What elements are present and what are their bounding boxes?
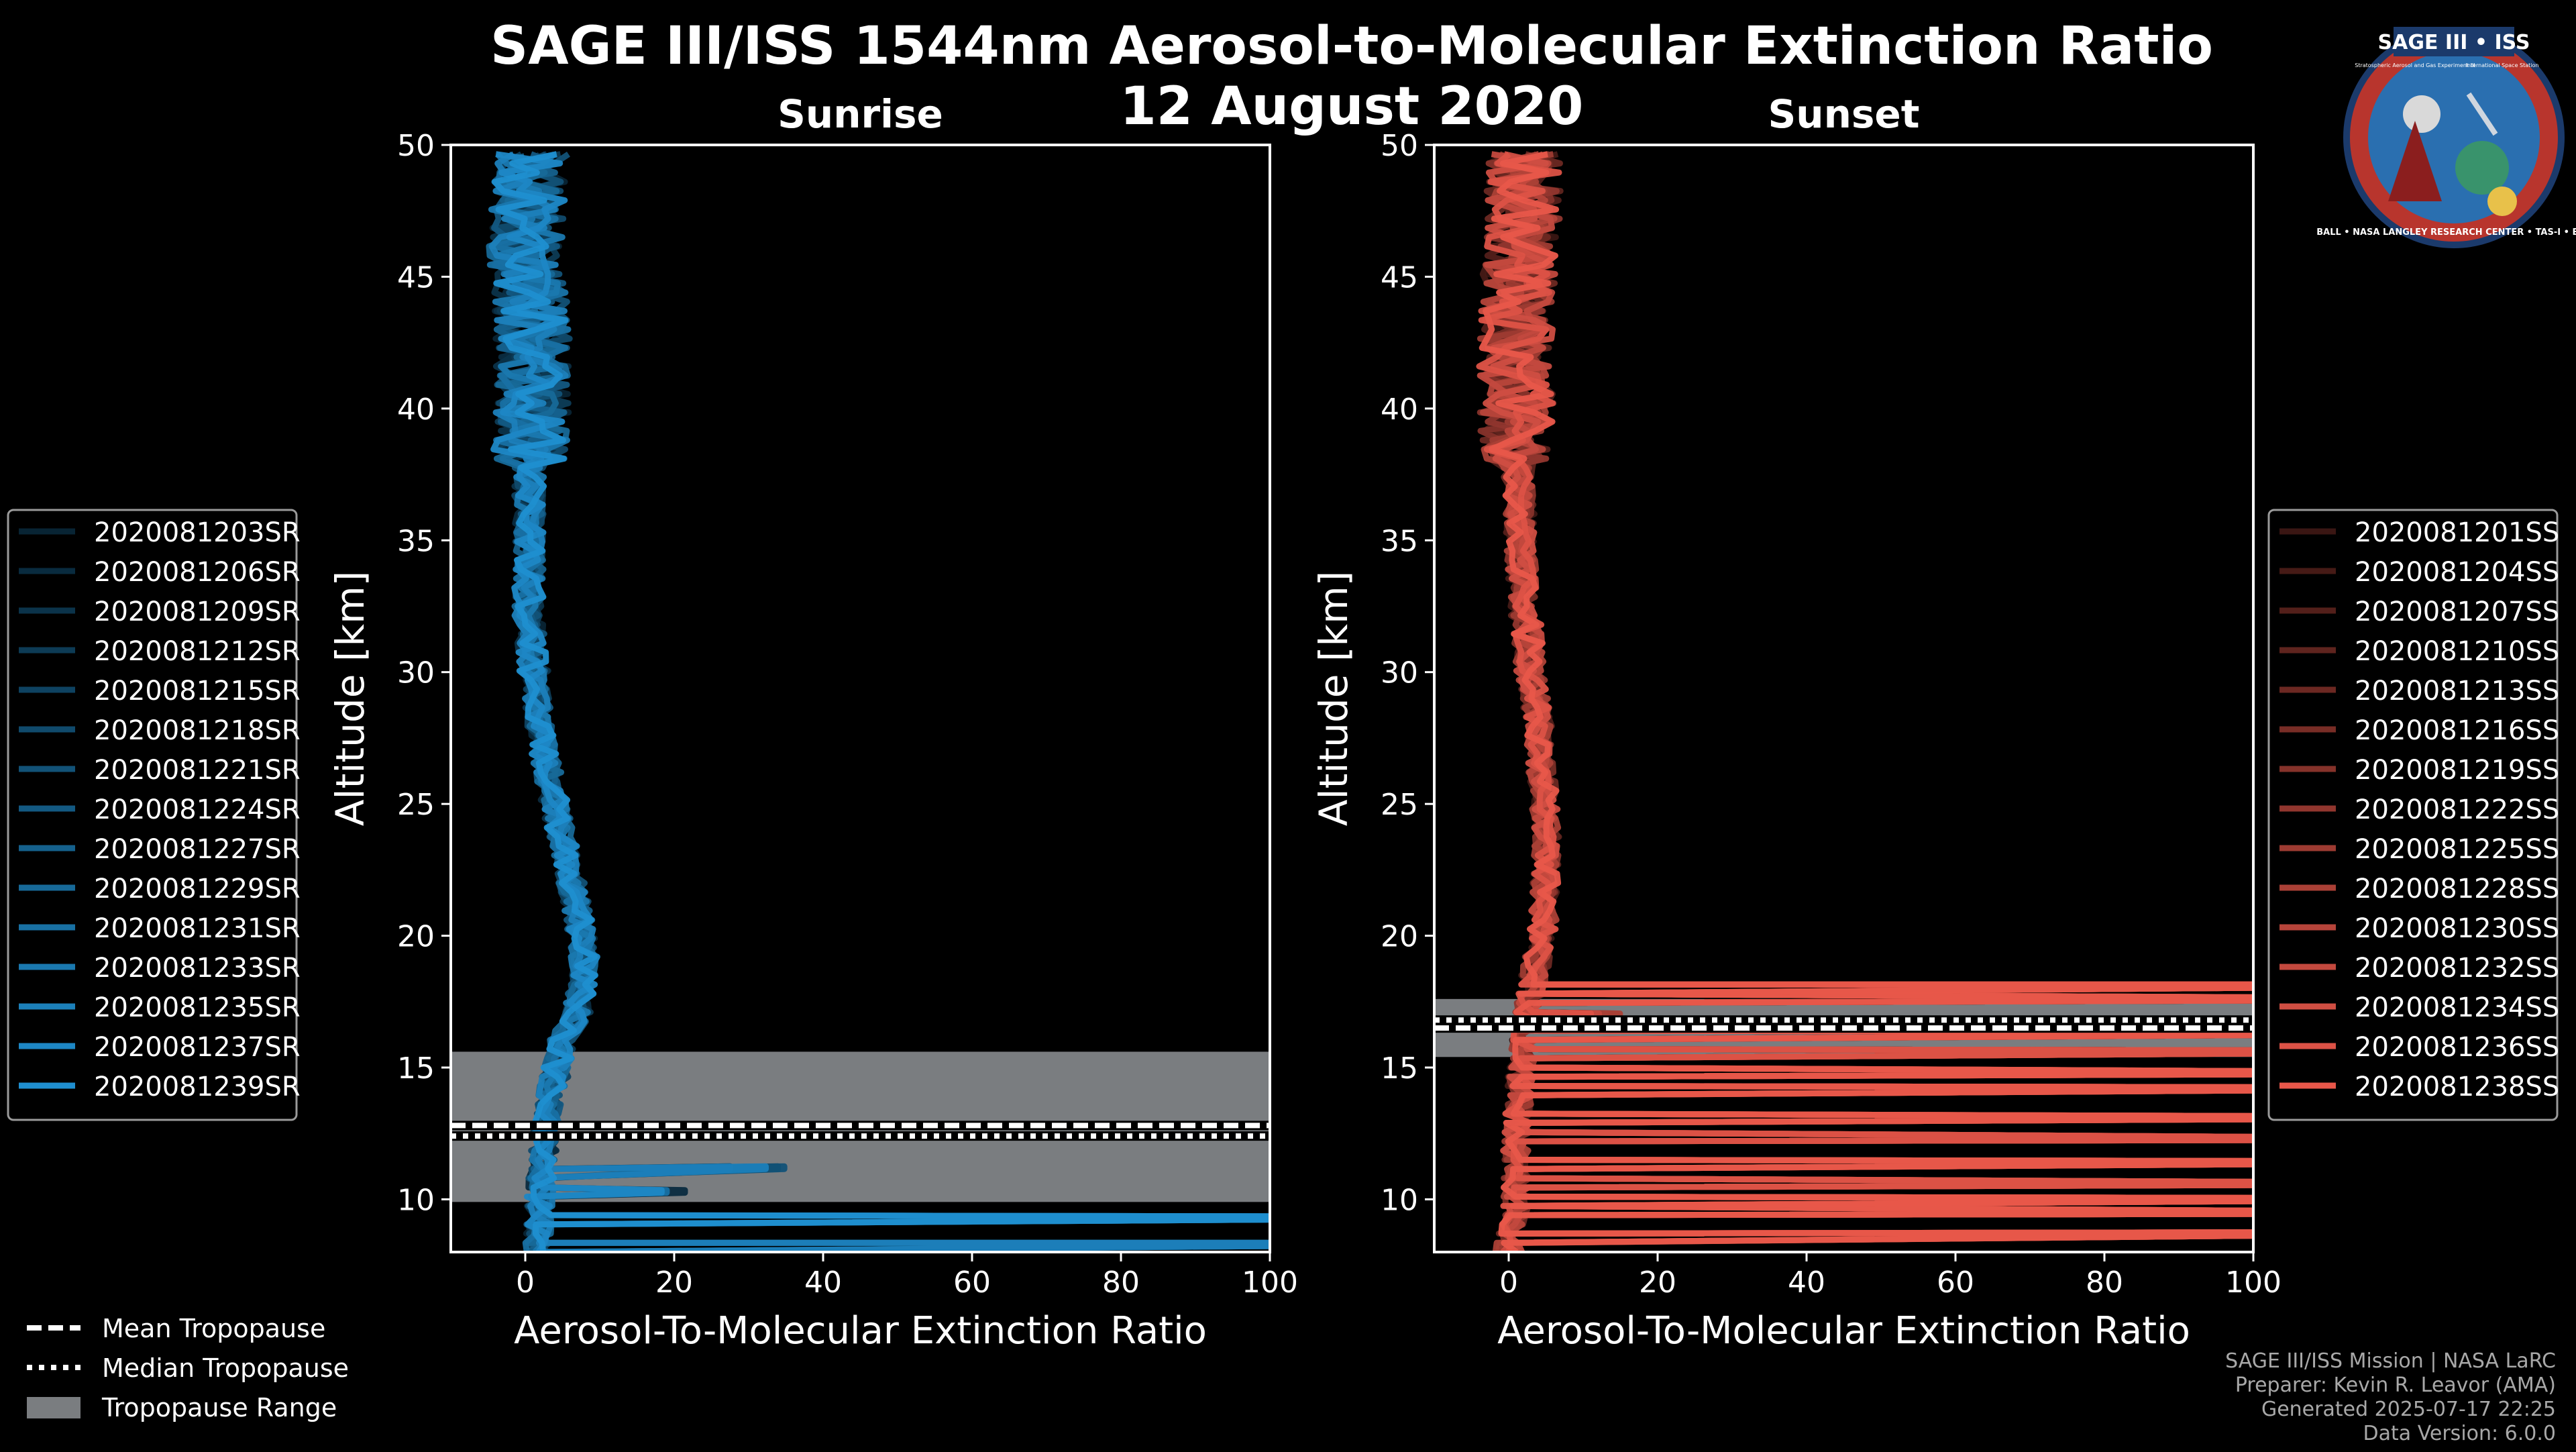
sunrise-legend: 2020081203SR 2020081206SR 2020081209SR 2020… — [7, 509, 301, 1121]
sunrise-panel-title: Sunrise — [777, 91, 943, 137]
tropopause-range-label: Tropopause Range — [101, 1393, 337, 1422]
tropopause-range-swatch — [27, 1397, 80, 1418]
sunset-legend-box — [2267, 509, 2559, 1121]
legend-label-2020081213SS: 2020081213SS — [2355, 676, 2559, 707]
legend-label-2020081206SR: 2020081206SR — [94, 557, 301, 588]
sunset-xtick-label: 60 — [1937, 1265, 1974, 1300]
legend-label-2020081233SR: 2020081233SR — [94, 953, 301, 984]
credit-generated: Generated 2025-07-17 22:25 — [2261, 1398, 2556, 1421]
figure-title: SAGE III/ISS 1544nm Aerosol-to-Molecular… — [490, 16, 2213, 76]
mean-tropopause-label: Mean Tropopause — [102, 1314, 325, 1343]
sunset-ytick-label: 25 — [1381, 788, 1418, 822]
legend-label-2020081239SR: 2020081239SR — [94, 1072, 301, 1102]
legend-label-2020081221SR: 2020081221SR — [94, 755, 301, 786]
sunrise-ytick-label: 40 — [397, 393, 435, 427]
figure-date: 12 August 2020 — [1120, 76, 1584, 137]
profile-2020081239SR — [492, 151, 1270, 1252]
sunrise-xtick-label: 40 — [804, 1265, 842, 1300]
credit-mission: SAGE III/ISS Mission | NASA LaRC — [2225, 1349, 2556, 1373]
legend-label-2020081218SR: 2020081218SR — [94, 715, 301, 746]
sunrise-xlabel: Aerosol-To-Molecular Extinction Ratio — [514, 1309, 1207, 1353]
legend-label-2020081207SS: 2020081207SS — [2355, 597, 2559, 627]
legend-label-2020081225SS: 2020081225SS — [2355, 834, 2559, 865]
sunset-xtick-label: 0 — [1499, 1265, 1518, 1300]
legend-label-2020081219SS: 2020081219SS — [2355, 755, 2559, 786]
sunset-xtick-label: 20 — [1639, 1265, 1676, 1300]
logo-name: SAGE III • ISS — [2378, 31, 2530, 54]
sunrise-ytick-label: 10 — [397, 1183, 435, 1217]
legend-label-2020081201SS: 2020081201SS — [2355, 517, 2559, 548]
legend-label-2020081228SS: 2020081228SS — [2355, 874, 2559, 904]
sunrise-ytick-label: 25 — [397, 788, 435, 822]
sunset-ytick-label: 35 — [1381, 524, 1418, 558]
sunset-legend: 2020081201SS 2020081204SS 2020081207SS 2020… — [2267, 509, 2559, 1121]
legend-label-2020081212SR: 2020081212SR — [94, 636, 301, 667]
sunrise-ylabel: Altitude [km] — [327, 571, 373, 826]
sunset-ytick-label: 10 — [1381, 1183, 1418, 1217]
sunset-ytick-label: 20 — [1381, 920, 1418, 954]
legend-label-2020081215SR: 2020081215SR — [94, 676, 301, 707]
legend-label-2020081203SR: 2020081203SR — [94, 517, 301, 548]
legend-label-2020081238SS: 2020081238SS — [2355, 1072, 2559, 1102]
sunset-panel: Sunset 0 20 40 60 80 100 10 15 20 25 30 35 40 45 50 Aero… — [1311, 91, 2559, 1353]
sunrise-ytick-label: 35 — [397, 524, 435, 558]
sunset-ytick-label: 50 — [1381, 129, 1418, 163]
legend-label-2020081210SS: 2020081210SS — [2355, 636, 2559, 667]
sunrise-ytick-label: 30 — [397, 656, 435, 690]
legend-label-2020081227SR: 2020081227SR — [94, 834, 301, 865]
legend-label-2020081230SS: 2020081230SS — [2355, 913, 2559, 944]
sunrise-xtick-label: 0 — [516, 1265, 535, 1300]
legend-label-2020081231SR: 2020081231SR — [94, 913, 301, 944]
median-tropopause-label: Median Tropopause — [102, 1353, 349, 1383]
sunrise-xtick-label: 20 — [655, 1265, 693, 1300]
sunset-xlabel: Aerosol-To-Molecular Extinction Ratio — [1497, 1309, 2190, 1353]
sunset-ytick-label: 40 — [1381, 393, 1418, 427]
sunrise-xtick-label: 100 — [1242, 1265, 1298, 1300]
sunset-axes-frame — [1433, 144, 2255, 1253]
sunset-ytick-label: 30 — [1381, 656, 1418, 690]
legend-label-2020081222SS: 2020081222SS — [2355, 794, 2559, 825]
sunrise-panel: Sunrise 0 20 40 60 80 100 10 15 20 25 30 35 40 45 50 Aer… — [7, 91, 1298, 1353]
logo-station: International Space Station — [2466, 62, 2539, 68]
legend-label-2020081216SS: 2020081216SS — [2355, 715, 2559, 746]
legend-label-2020081232SS: 2020081232SS — [2355, 953, 2559, 984]
sunrise-ytick-label: 50 — [397, 129, 435, 163]
sunset-xtick-label: 40 — [1788, 1265, 1825, 1300]
sunrise-legend-box — [7, 509, 298, 1121]
sunset-plot-area — [1434, 151, 2253, 1252]
sunset-panel-title: Sunset — [1768, 91, 1920, 137]
legend-label-2020081236SS: 2020081236SS — [2355, 1032, 2559, 1063]
sunrise-axes-frame — [449, 144, 1271, 1253]
tropopause-legend: Mean Tropopause Median Tropopause Tropop… — [27, 1314, 349, 1422]
sunset-xtick-label: 100 — [2225, 1265, 2282, 1300]
legend-label-2020081235SR: 2020081235SR — [94, 992, 301, 1023]
credit-version: Data Version: 6.0.0 — [2363, 1422, 2556, 1445]
sunset-ytick-label: 15 — [1381, 1051, 1418, 1086]
credits: SAGE III/ISS Mission | NASA LaRC Prepare… — [2225, 1349, 2556, 1445]
credit-preparer: Preparer: Kevin R. Leavor (AMA) — [2235, 1373, 2556, 1397]
legend-label-2020081237SR: 2020081237SR — [94, 1032, 301, 1063]
sunset-ylabel: Altitude [km] — [1311, 571, 1356, 826]
profile-2020081238SS — [1479, 151, 2253, 1252]
legend-label-2020081209SR: 2020081209SR — [94, 597, 301, 627]
legend-label-2020081204SS: 2020081204SS — [2355, 557, 2559, 588]
sunset-ytick-label: 45 — [1381, 260, 1418, 295]
sunrise-ytick-label: 15 — [397, 1051, 435, 1086]
sage-logo: SAGE III • ISS Stratospheric Aerosol and… — [2316, 27, 2576, 248]
legend-label-2020081224SR: 2020081224SR — [94, 794, 301, 825]
legend-label-2020081234SS: 2020081234SS — [2355, 992, 2559, 1023]
logo-ring-text: BALL • NASA LANGLEY RESEARCH CENTER • TA… — [2316, 227, 2576, 238]
sunrise-xtick-label: 60 — [953, 1265, 991, 1300]
sunrise-xtick-label: 80 — [1102, 1265, 1140, 1300]
sunrise-plot-area — [451, 151, 1270, 1252]
sunrise-ytick-label: 45 — [397, 260, 435, 295]
logo-subtitle: Stratospheric Aerosol and Gas Experiment… — [2355, 62, 2475, 68]
legend-label-2020081229SR: 2020081229SR — [94, 874, 301, 904]
sunrise-ytick-label: 20 — [397, 920, 435, 954]
sunset-xtick-label: 80 — [2086, 1265, 2123, 1300]
